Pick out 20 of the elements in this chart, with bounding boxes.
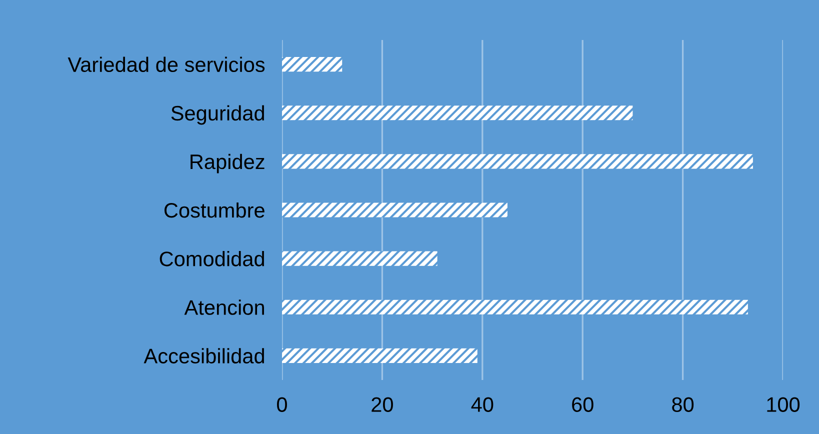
x-tick-label: 20 bbox=[372, 397, 393, 412]
bar bbox=[282, 300, 748, 314]
bar bbox=[282, 57, 342, 72]
x-tick-label: 0 bbox=[277, 397, 287, 412]
x-tick-label: 60 bbox=[572, 397, 594, 412]
y-tick-label: Comodidad bbox=[160, 251, 264, 266]
x-tick-label: 80 bbox=[672, 397, 694, 412]
bar bbox=[282, 251, 438, 266]
bar bbox=[282, 154, 753, 169]
x-tick-label: 100 bbox=[767, 397, 800, 412]
bar bbox=[282, 106, 633, 120]
y-tick-label: Accesibilidad bbox=[144, 348, 264, 364]
x-tick-label: 40 bbox=[471, 397, 494, 412]
y-tick-label: Rapidez bbox=[190, 154, 264, 174]
y-tick-label: Costumbre bbox=[164, 202, 264, 218]
bar bbox=[282, 202, 508, 218]
y-tick-label: Seguridad bbox=[171, 105, 264, 125]
y-tick-label: Variedad de servicios bbox=[68, 56, 265, 72]
y-tick-label: Atencion bbox=[184, 300, 264, 315]
bar bbox=[282, 348, 478, 363]
